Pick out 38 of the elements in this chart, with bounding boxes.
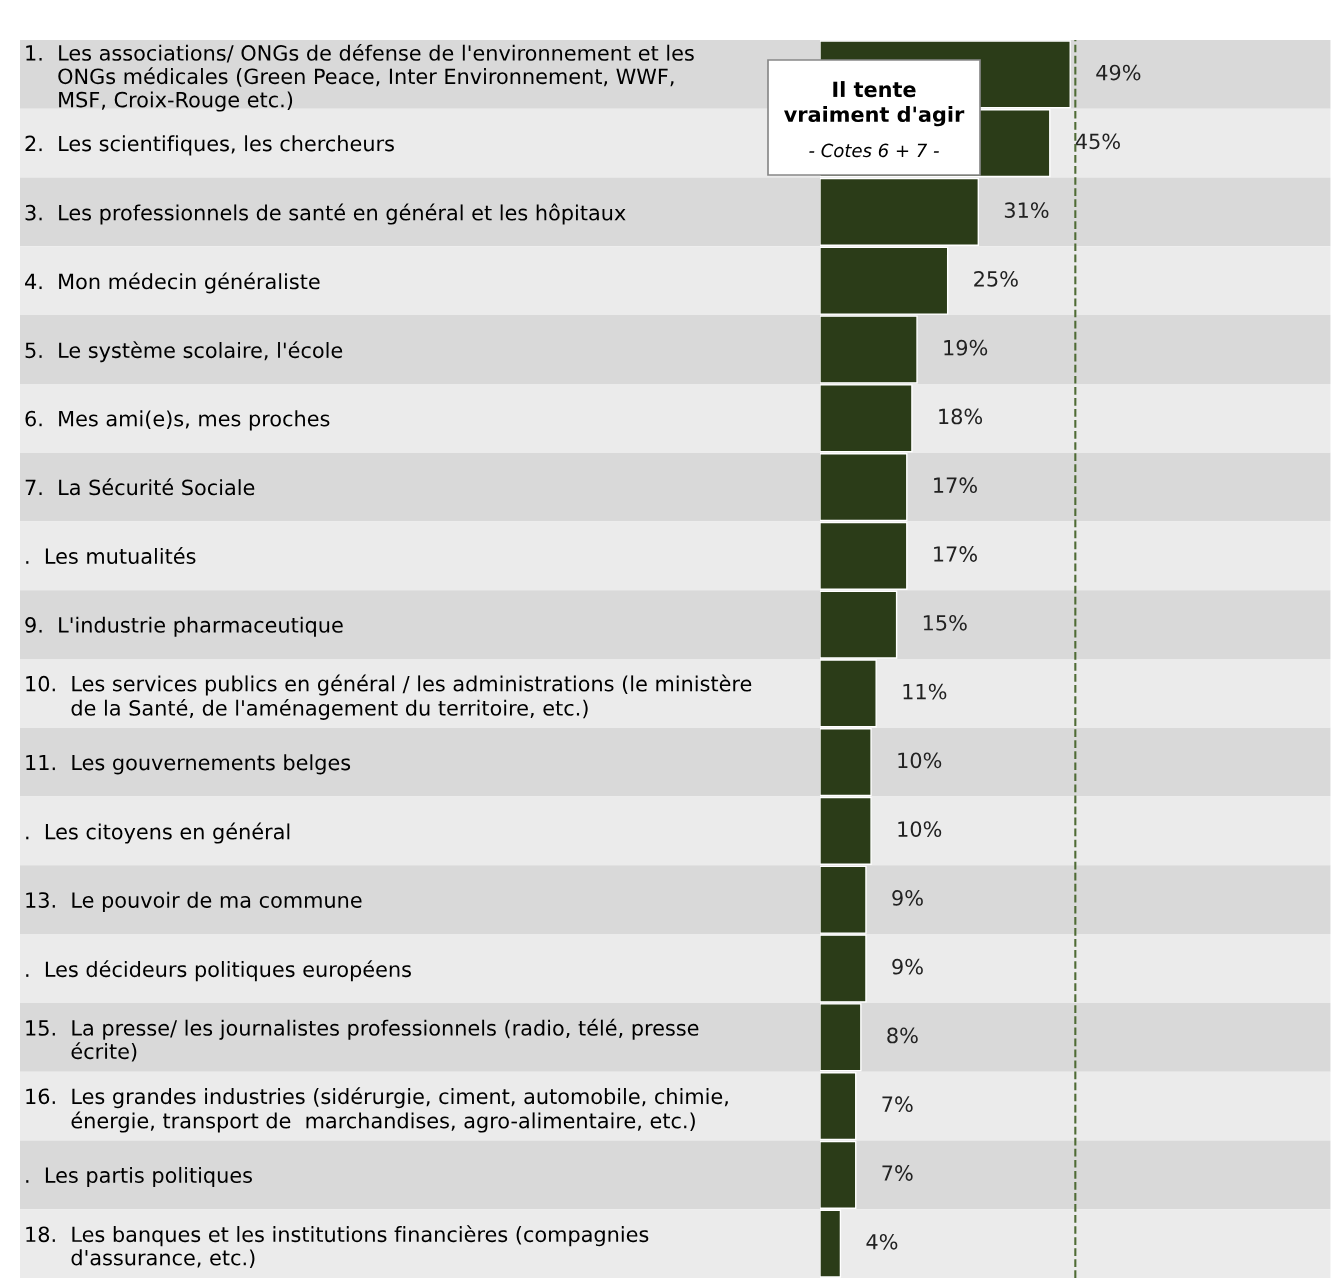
y-tick-label: 7. La Sécurité Sociale bbox=[25, 478, 255, 496]
data-label: 19% bbox=[944, 339, 988, 356]
data-label: 9% bbox=[892, 958, 923, 975]
data-label: 11% bbox=[903, 683, 947, 700]
data-label: 17% bbox=[934, 477, 977, 494]
y-tick-label: . Les citoyens en général bbox=[26, 822, 290, 844]
y-tick-label: 11. Les gouvernements belges bbox=[26, 754, 351, 775]
data-label: 17% bbox=[934, 546, 977, 562]
data-label: 10% bbox=[898, 821, 942, 837]
y-tick-label: 18. Les banques et les institutions financières (compagnies d'assurance, etc.) bbox=[26, 1225, 649, 1268]
y-tick-label: . Les partis politiques bbox=[26, 1166, 252, 1188]
y-tick-label: 4. Mon médecin généraliste bbox=[25, 272, 320, 294]
annotation: Il tente vraiment d'agir bbox=[784, 81, 965, 127]
y-tick-label: 9. L'industrie pharmaceutique bbox=[25, 616, 343, 637]
y-tick-label: . Les décideurs politiques européens bbox=[26, 960, 411, 982]
data-label: 9% bbox=[892, 890, 923, 906]
y-tick-label: 15. La presse/ les journalistes professionnels (radio, télé, presse écrite) bbox=[26, 1018, 699, 1062]
data-label: 4% bbox=[866, 1233, 898, 1250]
data-label: 49% bbox=[1096, 64, 1141, 81]
data-label: 31% bbox=[1004, 202, 1049, 218]
data-label: 25% bbox=[974, 271, 1018, 287]
y-tick-label: 2. Les scientifiques, les chercheurs bbox=[25, 135, 394, 156]
y-tick-label: 5. Le système scolaire, l'école bbox=[25, 341, 343, 363]
y-tick-label: 1. Les associations/ ONGs de défense de l'environnement et les ONGs médicales (Green Peace, Inter Environnement, WWF, MSF, Croix-Rouge etc.) bbox=[26, 43, 694, 112]
y-tick-label: 10. Les services publics en général / les administrations (le ministère de la Santé, de l'aménagement du territoire, etc.) bbox=[26, 674, 752, 720]
data-label: 15% bbox=[923, 614, 967, 631]
data-label: 7% bbox=[882, 1165, 913, 1181]
y-tick-label: 13. Le pouvoir de ma commune bbox=[26, 891, 362, 912]
data-label: 18% bbox=[939, 408, 983, 425]
data-label: 8% bbox=[887, 1027, 918, 1044]
data-label: 10% bbox=[898, 752, 942, 769]
y-tick-label: 3. Les professionnels de santé en général et les hôpitaux bbox=[25, 203, 626, 225]
y-tick-label: . Les mutualités bbox=[26, 547, 196, 565]
annotation: - Cotes 6 + 7 - bbox=[809, 143, 939, 158]
data-label: 7% bbox=[882, 1096, 913, 1113]
y-tick-label: 6. Mes ami(e)s, mes proches bbox=[25, 410, 330, 431]
y-tick-label: 16. Les grandes industries (sidérurgie, ciment, automobile, chimie, énergie, transport de marchandises, agro-alimentaire, etc.) bbox=[26, 1087, 728, 1133]
data-label: 45% bbox=[1075, 133, 1120, 150]
